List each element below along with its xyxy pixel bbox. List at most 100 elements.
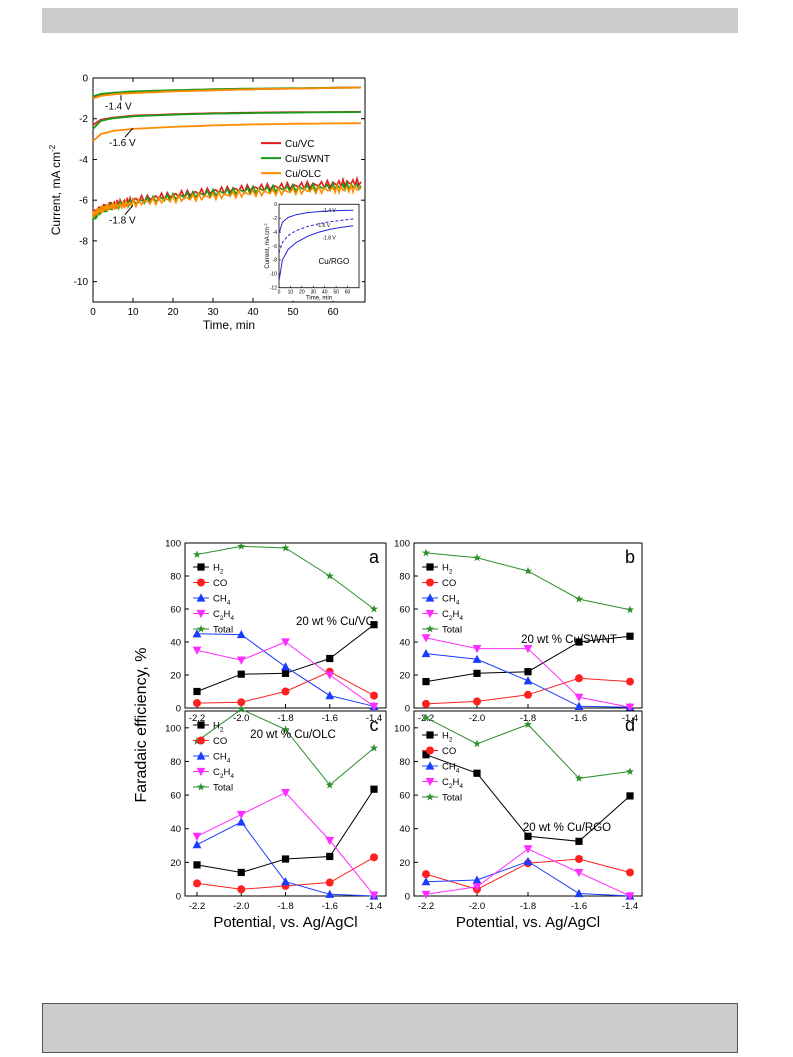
y-tick-label-20: 20 bbox=[170, 858, 181, 869]
legend-label-base: Total bbox=[213, 625, 233, 636]
legend-label-base: CH bbox=[442, 594, 456, 605]
curve-cu-olc-16 bbox=[92, 122, 362, 142]
y-tick-label--8: -8 bbox=[79, 236, 88, 247]
point-h2--1.8 bbox=[524, 668, 532, 676]
legend-marker-c2h4 bbox=[196, 767, 206, 777]
inset-x-tick-label-50: 50 bbox=[333, 290, 339, 296]
point-co--2.0 bbox=[237, 885, 246, 894]
x-tick-label--2.2: -2.2 bbox=[418, 901, 434, 912]
point-h2--2.0 bbox=[237, 670, 245, 678]
legend-marker-h2 bbox=[197, 563, 205, 571]
inset-y-axis-label-sup: -2 bbox=[263, 223, 268, 227]
point-c2h4--2.2 bbox=[421, 634, 431, 643]
legend-label-sub: 2 bbox=[220, 727, 224, 734]
point-c2h4--1.6 bbox=[574, 868, 584, 878]
series-line-c2h4 bbox=[425, 848, 631, 897]
legend-label-base: C bbox=[442, 609, 449, 620]
point-h2--1.4 bbox=[370, 621, 378, 629]
curve-cu-olc-18 bbox=[92, 182, 362, 218]
x-tick-label--1.4: -1.4 bbox=[622, 901, 638, 912]
legend-label-c2h4: C2H4 bbox=[213, 609, 234, 622]
legend-label-total: Total bbox=[213, 625, 233, 636]
y-tick-label-20: 20 bbox=[399, 671, 410, 682]
point-h2--2.0 bbox=[237, 868, 245, 877]
inset-background bbox=[264, 201, 362, 301]
point-c2h4--2.0 bbox=[472, 883, 482, 892]
legend-label-base: CH bbox=[442, 762, 456, 773]
y-tick-label-100: 100 bbox=[165, 539, 181, 550]
y-axis-label-sup: -2 bbox=[48, 144, 57, 152]
point-total--1.6 bbox=[574, 774, 584, 782]
legend-marker-h2 bbox=[426, 563, 434, 571]
point-h2--1.8 bbox=[281, 669, 290, 677]
legend-label-2: Cu/OLC bbox=[285, 169, 321, 180]
point-c2h4--1.6 bbox=[325, 836, 335, 846]
y-tick-label-80: 80 bbox=[170, 757, 181, 768]
panel-letter: a bbox=[369, 547, 380, 567]
x-tick-label--2.0: -2.0 bbox=[469, 713, 485, 724]
point-co--1.8 bbox=[524, 690, 532, 699]
x-tick-label-60: 60 bbox=[327, 307, 339, 318]
point-total--1.8 bbox=[281, 543, 290, 552]
point-total--1.6 bbox=[574, 594, 584, 603]
legend-label-base: CO bbox=[442, 578, 456, 589]
y-tick-label-80: 80 bbox=[399, 757, 410, 768]
y-tick-label-0: 0 bbox=[405, 704, 410, 715]
inset-potential-label-2: -1.8 V bbox=[322, 236, 336, 242]
inset-x-tick-label-10: 10 bbox=[288, 290, 294, 296]
point-ch4--2.2 bbox=[192, 840, 202, 849]
point-co--2.2 bbox=[422, 870, 430, 879]
y-tick-label-20: 20 bbox=[170, 671, 181, 682]
legend-marker-ch4 bbox=[425, 593, 435, 602]
curve-cu-olc-14 bbox=[92, 86, 362, 100]
inset-chart: 0 10 20 30 40 50 60 0 -2 -4 -6 -8 -10 -12 Time, min Cur… bbox=[263, 201, 362, 302]
legend-marker-h2 bbox=[197, 721, 205, 729]
legend-marker-co bbox=[197, 736, 205, 745]
point-total--1.4 bbox=[369, 743, 379, 752]
point-h2--2.0 bbox=[473, 769, 481, 777]
point-co--1.4 bbox=[626, 677, 634, 686]
panel-title: 20 wt % Cu/VC bbox=[296, 616, 374, 628]
x-tick-label--2.2: -2.2 bbox=[189, 901, 205, 912]
legend-label-c2h4: C2H4 bbox=[213, 767, 234, 780]
y-tick-label-40: 40 bbox=[170, 824, 181, 835]
legend-label-sub: 2 bbox=[449, 737, 453, 744]
legend-label-base2: H bbox=[224, 767, 231, 778]
point-c2h4--2.0 bbox=[236, 656, 246, 665]
legend-label-base: H bbox=[442, 731, 449, 742]
x-tick-label--1.4: -1.4 bbox=[366, 713, 382, 724]
point-total--1.8 bbox=[523, 720, 533, 728]
point-co--2.2 bbox=[422, 699, 430, 708]
point-c2h4--2.0 bbox=[236, 810, 246, 820]
point-ch4--1.8 bbox=[523, 856, 533, 866]
curve-cu-swnt-16 bbox=[92, 111, 362, 130]
legend-marker-c2h4 bbox=[425, 777, 435, 787]
point-co--1.6 bbox=[325, 878, 334, 887]
x-tick-label-10: 10 bbox=[127, 307, 139, 318]
potential-pointer-2 bbox=[124, 204, 134, 215]
y-tick-label--2: -2 bbox=[79, 114, 88, 125]
y-tick-label-0: 0 bbox=[405, 892, 410, 903]
point-c2h4--1.6 bbox=[325, 671, 335, 680]
point-ch4--1.6 bbox=[574, 701, 584, 710]
legend-marker-c2h4 bbox=[425, 609, 435, 619]
inset-y-axis-label: Current, mA cm-2 bbox=[263, 223, 271, 269]
legend-marker-ch4 bbox=[425, 761, 435, 770]
x-tick-label--2.0: -2.0 bbox=[233, 713, 249, 724]
legend-label-base: Total bbox=[442, 793, 462, 804]
point-h2--2.2 bbox=[193, 687, 201, 696]
x-axis-label: Time, min bbox=[203, 318, 255, 332]
point-ch4--2.0 bbox=[472, 875, 482, 884]
point-total--2.2 bbox=[192, 550, 202, 558]
panel-title: 20 wt % Cu/RGO bbox=[523, 822, 611, 834]
plot-frame bbox=[92, 77, 366, 303]
point-total--1.4 bbox=[625, 605, 635, 614]
legend-label-total: Total bbox=[213, 783, 233, 794]
current-time-chart: 0 10 20 30 40 50 60 0 -2 -4 -6 -8 -10 Time, min Curren… bbox=[48, 74, 366, 332]
potential-pointer-1 bbox=[124, 127, 134, 138]
x-tick-label--1.6: -1.6 bbox=[571, 713, 587, 724]
point-total--1.6 bbox=[325, 780, 334, 789]
y-tick-label--6: -6 bbox=[79, 196, 88, 207]
x-tick-label--1.6: -1.6 bbox=[322, 713, 338, 724]
